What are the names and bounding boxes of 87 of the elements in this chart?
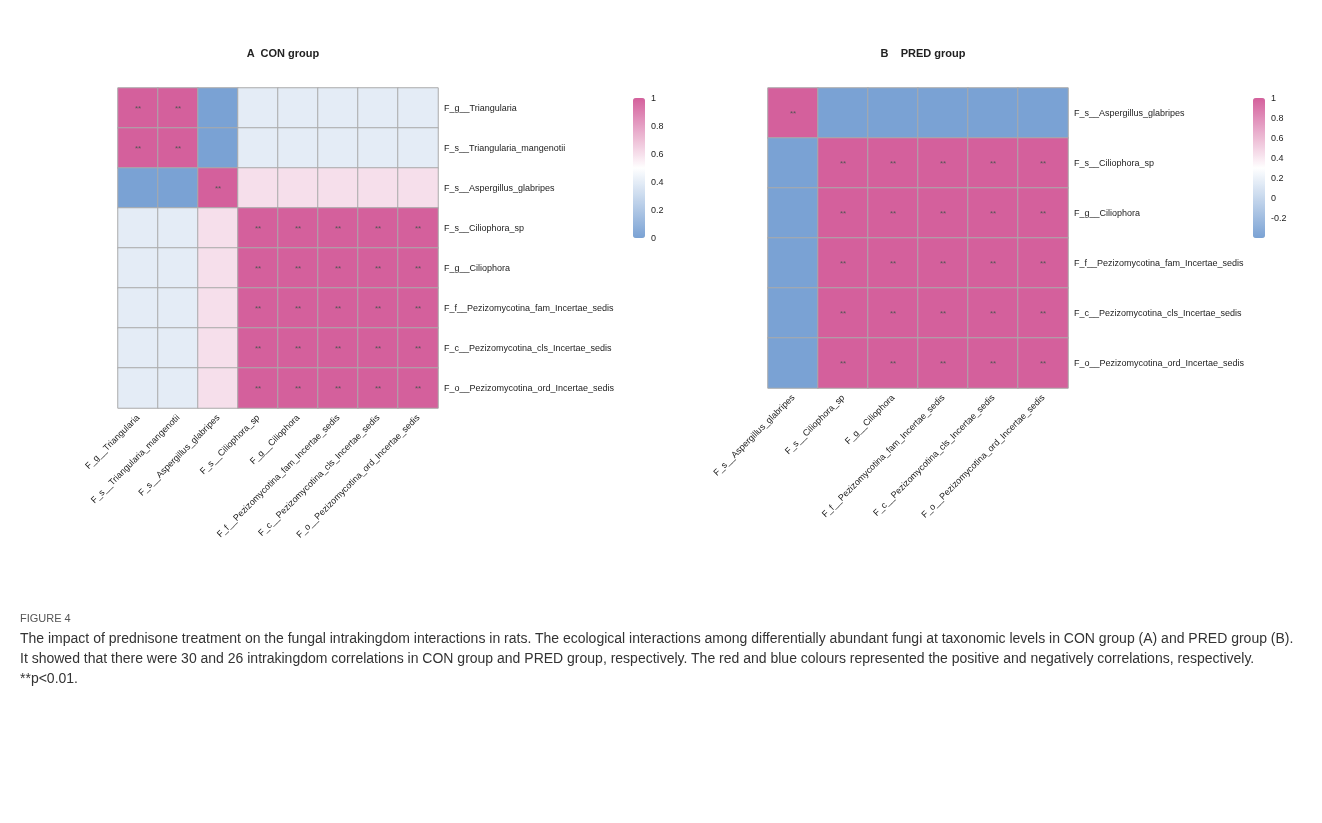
y-tick-label: F_s__Ciliophora_sp <box>444 223 525 233</box>
data-label: ** <box>374 223 382 233</box>
data-label: ** <box>254 343 262 353</box>
y-tick-label: F_g__Ciliophora <box>444 263 511 273</box>
y-tick-label: F_g__Triangularia <box>444 103 517 113</box>
data-label: ** <box>839 258 847 268</box>
caption: FIGURE 4 <box>20 612 72 624</box>
data-label: ** <box>334 303 342 313</box>
data-label: ** <box>254 223 262 233</box>
data-label: ** <box>414 383 422 393</box>
data-label: ** <box>1039 258 1047 268</box>
y-tick-label: F_o__Pezizomycotina_ord_Incertae_sedis <box>1074 358 1245 368</box>
data-label: ** <box>374 263 382 273</box>
data-label: ** <box>889 208 897 218</box>
data-label: ** <box>334 223 342 233</box>
data-label: ** <box>789 108 797 118</box>
data-label: ** <box>939 208 947 218</box>
data-label: ** <box>334 263 342 273</box>
y-tick-label: F_s__Triangularia_mangenotii <box>444 143 566 153</box>
color-bar-label: -0.2 <box>1271 213 1287 223</box>
text: The impact of prednisone treatment on the fungal intrakingdom interactions in rats. The ecological interactions among differentially abundant fungi at taxonomic levels in CON group (A) and PRED group (B). It showed that there were 30 and 26 intrakingdom correlations in CON group and PRED group, respectively. The red and blue colours represented the positive and negatively correlations, respectively. **p<0.01. <box>20 629 1295 688</box>
data-label: ** <box>839 308 847 318</box>
data-label: ** <box>254 383 262 393</box>
color-bar-label: 1 <box>1271 93 1277 103</box>
data-label: ** <box>839 208 847 218</box>
color-bar-label: 0.6 <box>1271 133 1284 143</box>
data-label: ** <box>839 158 847 168</box>
data-label: ** <box>414 303 422 313</box>
data-label: ** <box>1039 158 1047 168</box>
color-bar-label: 0.8 <box>1271 113 1284 123</box>
color-bar-label: 0.2 <box>1271 173 1284 183</box>
color-bar-label: 1 <box>651 93 657 103</box>
y-tick-label: F_f__Pezizomycotina_fam_Incertae_sedis <box>444 303 615 313</box>
data-label: ** <box>989 258 997 268</box>
data-label: ** <box>414 223 422 233</box>
data-label: ** <box>374 343 382 353</box>
data-label: ** <box>334 383 342 393</box>
data-label: ** <box>134 143 142 153</box>
data-label: ** <box>939 158 947 168</box>
data-label: ** <box>1039 358 1047 368</box>
y-tick-label: F_s__Ciliophora_sp <box>1074 158 1155 168</box>
data-label: ** <box>989 308 997 318</box>
y-tick-label: F_g__Ciliophora <box>1074 208 1141 218</box>
data-label: ** <box>294 383 302 393</box>
color-bar-label: 0.2 <box>651 205 664 215</box>
data-label: ** <box>374 303 382 313</box>
color-bar-label: 0.4 <box>1271 153 1284 163</box>
y-tick-label: F_f__Pezizomycotina_fam_Incertae_sedis <box>1074 258 1245 268</box>
data-label: ** <box>254 263 262 273</box>
color-bar-label: 0 <box>651 233 657 243</box>
data-label: ** <box>414 263 422 273</box>
data-label: ** <box>1039 308 1047 318</box>
data-label: ** <box>939 358 947 368</box>
color-bar-label: 0 <box>1271 193 1277 203</box>
color-bar-label: 0.8 <box>651 121 664 131</box>
y-tick-label: F_s__Aspergillus_glabripes <box>444 183 556 193</box>
y-tick-label: F_s__Aspergillus_glabripes <box>1074 108 1186 118</box>
data-label: ** <box>889 258 897 268</box>
data-label: ** <box>939 308 947 318</box>
data-label: ** <box>839 358 847 368</box>
data-label: ** <box>939 258 947 268</box>
data-label: ** <box>214 183 222 193</box>
data-label: ** <box>889 358 897 368</box>
color-bar-label: 0.4 <box>651 177 664 187</box>
data-label: ** <box>294 263 302 273</box>
color-bar-label: 0.6 <box>651 149 664 159</box>
y-tick-label: F_o__Pezizomycotina_ord_Incertae_sedis <box>444 383 615 393</box>
chart-title: A CON group <box>246 46 320 59</box>
data-label: ** <box>294 303 302 313</box>
data-label: ** <box>294 343 302 353</box>
data-label: ** <box>989 358 997 368</box>
data-label: ** <box>989 158 997 168</box>
data-label: ** <box>174 143 182 153</box>
data-label: ** <box>889 158 897 168</box>
data-label: ** <box>254 303 262 313</box>
y-tick-label: F_c__Pezizomycotina_cls_Incertae_sedis <box>1074 308 1243 318</box>
y-tick-label: F_c__Pezizomycotina_cls_Incertae_sedis <box>444 343 613 353</box>
chart-title: B PRED group <box>880 46 966 59</box>
data-label: ** <box>334 343 342 353</box>
data-label: ** <box>889 308 897 318</box>
data-label: ** <box>134 103 142 113</box>
data-label: ** <box>174 103 182 113</box>
data-label: ** <box>294 223 302 233</box>
data-label: ** <box>374 383 382 393</box>
data-label: ** <box>989 208 997 218</box>
data-label: ** <box>414 343 422 353</box>
data-label: ** <box>1039 208 1047 218</box>
